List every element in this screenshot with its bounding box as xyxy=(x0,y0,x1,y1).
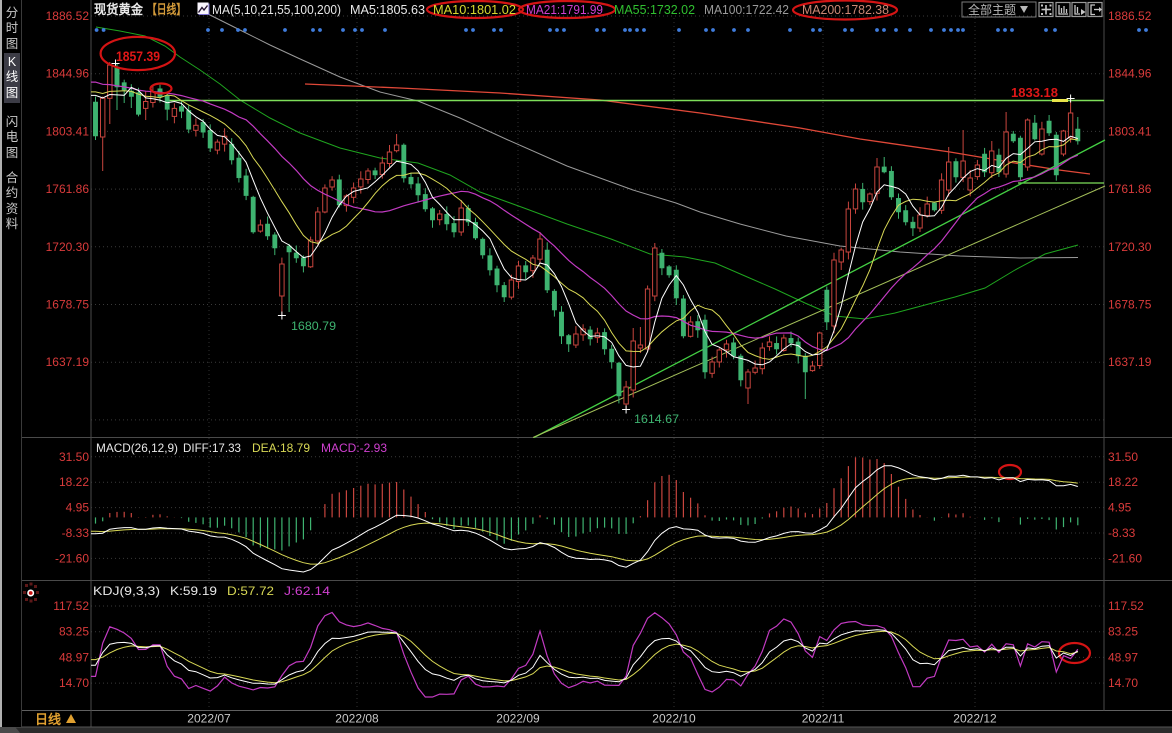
svg-text:117.52: 117.52 xyxy=(53,599,89,613)
svg-text:1844.96: 1844.96 xyxy=(46,67,90,81)
svg-text:-21.60: -21.60 xyxy=(1108,551,1142,565)
svg-text:2022/12: 2022/12 xyxy=(953,712,997,726)
svg-text:全部主题: 全部主题 xyxy=(968,2,1016,17)
svg-text:MA200:1782.38: MA200:1782.38 xyxy=(802,3,889,17)
svg-text:1886.52: 1886.52 xyxy=(1108,9,1152,23)
svg-text:1844.96: 1844.96 xyxy=(1108,67,1152,81)
svg-text:2022/07: 2022/07 xyxy=(187,712,231,726)
svg-text:MA5:1805.63: MA5:1805.63 xyxy=(350,3,425,17)
svg-text:48.97: 48.97 xyxy=(1108,650,1138,664)
svg-text:DEA:18.79: DEA:18.79 xyxy=(252,441,310,455)
svg-text:18.22: 18.22 xyxy=(1108,475,1138,489)
svg-text:现货黄金: 现货黄金 xyxy=(94,2,144,17)
svg-text:31.50: 31.50 xyxy=(59,450,89,464)
svg-text:14.70: 14.70 xyxy=(59,676,89,690)
svg-text:1614.67: 1614.67 xyxy=(634,412,679,426)
svg-text:-8.33: -8.33 xyxy=(1108,526,1136,540)
svg-text:31.50: 31.50 xyxy=(1108,450,1138,464)
svg-text:J:62.14: J:62.14 xyxy=(284,584,330,598)
svg-text:MA100:1722.42: MA100:1722.42 xyxy=(704,3,789,17)
svg-text:DIFF:17.33: DIFF:17.33 xyxy=(183,441,241,455)
svg-text:1637.19: 1637.19 xyxy=(46,355,90,369)
svg-text:1761.86: 1761.86 xyxy=(46,182,90,196)
svg-text:1803.41: 1803.41 xyxy=(1108,124,1152,138)
svg-text:MA55:1732.02: MA55:1732.02 xyxy=(614,3,695,17)
svg-text:4.95: 4.95 xyxy=(66,501,90,515)
svg-text:-8.33: -8.33 xyxy=(62,526,90,540)
svg-text:1857.39: 1857.39 xyxy=(116,49,160,64)
svg-text:83.25: 83.25 xyxy=(59,625,89,639)
svg-text:1761.86: 1761.86 xyxy=(1108,182,1152,196)
svg-text:1680.79: 1680.79 xyxy=(291,319,336,333)
svg-text:1678.75: 1678.75 xyxy=(1108,298,1152,312)
svg-text:KDJ(9,3,3): KDJ(9,3,3) xyxy=(93,584,160,598)
svg-text:K:59.19: K:59.19 xyxy=(170,584,217,598)
svg-text:18.22: 18.22 xyxy=(59,475,89,489)
svg-text:-21.60: -21.60 xyxy=(55,551,89,565)
svg-text:1637.19: 1637.19 xyxy=(1108,355,1152,369)
svg-text:2022/09: 2022/09 xyxy=(496,712,540,726)
svg-text:MA21:1791.99: MA21:1791.99 xyxy=(526,3,603,17)
svg-text:2022/11: 2022/11 xyxy=(802,712,845,726)
svg-text:1803.41: 1803.41 xyxy=(46,124,90,138)
svg-text:D:57.72: D:57.72 xyxy=(227,584,274,598)
svg-text:2022/10: 2022/10 xyxy=(652,712,696,726)
svg-text:1886.52: 1886.52 xyxy=(46,9,90,23)
svg-text:日线: 日线 xyxy=(35,712,61,727)
svg-text:MACD(26,12,9): MACD(26,12,9) xyxy=(96,441,178,455)
svg-text:MACD:-2.93: MACD:-2.93 xyxy=(321,441,387,455)
svg-text:MA(5,10,21,55,100,200): MA(5,10,21,55,100,200) xyxy=(212,3,341,17)
svg-text:4.95: 4.95 xyxy=(1108,501,1132,515)
svg-text:1720.30: 1720.30 xyxy=(46,240,90,254)
svg-text:117.52: 117.52 xyxy=(1108,599,1144,613)
svg-text:83.25: 83.25 xyxy=(1108,625,1138,639)
svg-text:48.97: 48.97 xyxy=(59,650,89,664)
svg-text:1833.18: 1833.18 xyxy=(1011,85,1058,100)
svg-text:【日线】: 【日线】 xyxy=(147,2,186,17)
svg-text:2022/08: 2022/08 xyxy=(335,712,379,726)
svg-text:MA10:1801.02: MA10:1801.02 xyxy=(433,3,516,17)
svg-text:1678.75: 1678.75 xyxy=(46,298,90,312)
svg-text:1720.30: 1720.30 xyxy=(1108,240,1152,254)
svg-text:14.70: 14.70 xyxy=(1108,676,1138,690)
